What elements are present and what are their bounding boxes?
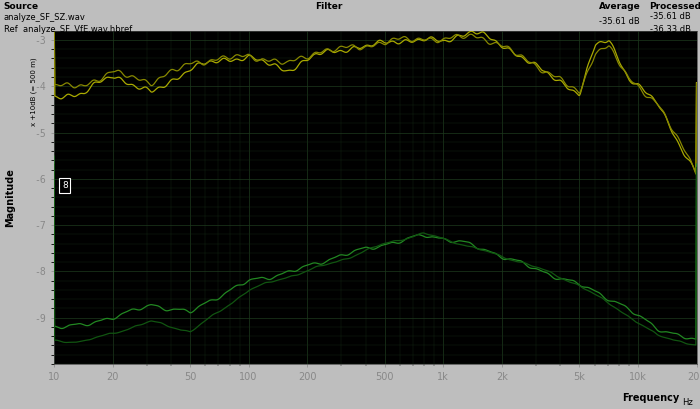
- Text: Source: Source: [4, 2, 38, 11]
- Text: -35.61 dB: -35.61 dB: [650, 12, 690, 21]
- Text: Filter: Filter: [315, 2, 343, 11]
- Text: Frequency: Frequency: [622, 393, 679, 403]
- Text: x +10dB (= 500 m): x +10dB (= 500 m): [30, 57, 36, 126]
- Text: Average: Average: [599, 2, 641, 11]
- Text: Processed: Processed: [650, 2, 700, 11]
- Text: Ref  analyze_SF_VfE.wav.hbref: Ref analyze_SF_VfE.wav.hbref: [4, 25, 132, 34]
- Text: Magnitude: Magnitude: [5, 168, 15, 227]
- Text: analyze_SF_SZ.wav: analyze_SF_SZ.wav: [4, 13, 85, 22]
- Text: -35.61 dB: -35.61 dB: [599, 16, 640, 26]
- Text: 8: 8: [62, 181, 68, 190]
- Text: -36.33 dB: -36.33 dB: [650, 25, 691, 34]
- Text: Hz: Hz: [682, 398, 693, 407]
